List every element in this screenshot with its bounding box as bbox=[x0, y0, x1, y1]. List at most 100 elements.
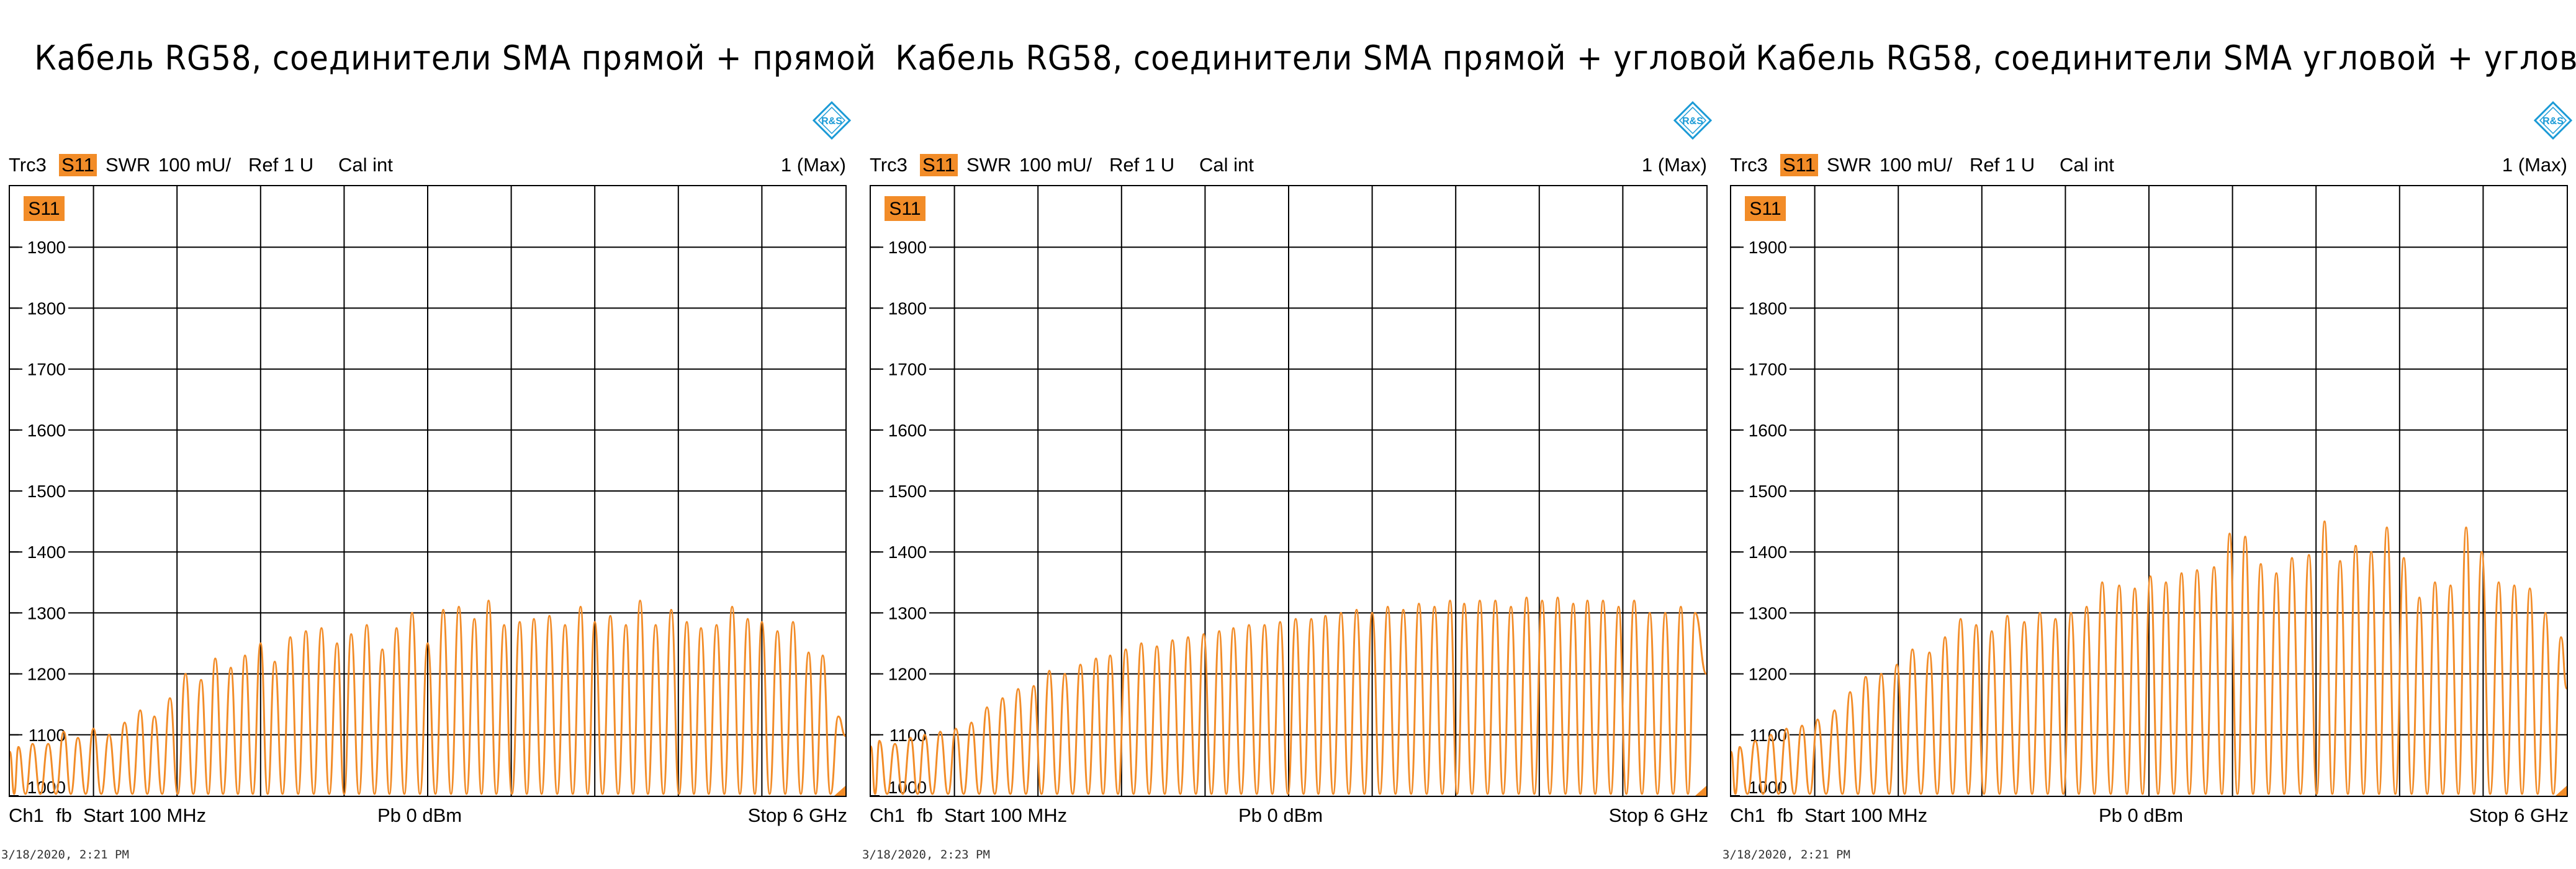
trace-peak-point bbox=[244, 654, 246, 657]
chart-svg: 1000110012001300140015001600170018001900… bbox=[871, 186, 1706, 796]
scale-label: 100 mU/ bbox=[1880, 154, 1953, 176]
trace-peak-point bbox=[792, 621, 795, 623]
trace-peak-point bbox=[2323, 520, 2326, 523]
trace-peak-point bbox=[1649, 611, 1651, 614]
trace-peak-point bbox=[17, 745, 20, 748]
y-tick-label: 1800 bbox=[1749, 299, 1787, 318]
trace-peak-point bbox=[1816, 718, 1819, 721]
ref-label: Ref 1 U bbox=[1970, 154, 2035, 176]
svg-text:R&S: R&S bbox=[821, 116, 842, 127]
trace-peak-point bbox=[1510, 606, 1512, 608]
trace-peak-point bbox=[894, 743, 896, 745]
trace-peak-point bbox=[2403, 557, 2405, 559]
trace-peak-point bbox=[1232, 627, 1235, 629]
trace-header: Trc3 S11 SWR 100 mU/Ref 1 U Cal int 1 (Max) bbox=[1721, 154, 2576, 179]
trace-peak-point bbox=[1156, 645, 1158, 647]
y-tick-label: 1500 bbox=[27, 482, 66, 501]
trace-peak-point bbox=[124, 721, 126, 724]
trace-peak-point bbox=[715, 624, 718, 626]
rohde-schwarz-logo-icon: R&S bbox=[1673, 101, 1712, 140]
trace-peak-point bbox=[624, 624, 627, 626]
trace-peak-point bbox=[381, 648, 384, 651]
trace-peak-point bbox=[700, 627, 702, 629]
scale-label: 100 mU/ bbox=[158, 154, 232, 176]
trace-peak-point bbox=[1865, 676, 1867, 678]
trace-label: Trc3 bbox=[9, 154, 47, 176]
trace-peak-point bbox=[1356, 608, 1358, 611]
y-tick-label: 1300 bbox=[1749, 603, 1787, 623]
trace-peak-point bbox=[1479, 600, 1481, 602]
trace-peak-point bbox=[320, 627, 323, 629]
ref-label: Ref 1 U bbox=[1109, 154, 1175, 176]
trace-peak-point bbox=[1387, 606, 1389, 608]
trace-peak-point bbox=[2101, 581, 2104, 583]
trace-peak-point bbox=[1202, 633, 1205, 636]
y-tick-label: 1600 bbox=[888, 421, 927, 440]
trace-peak-point bbox=[1017, 688, 1019, 690]
trace-peak-point bbox=[1694, 611, 1696, 614]
marker-label: 1 (Max) bbox=[2502, 154, 2567, 176]
chart-panel: Кабель RG58, соединители SMA угловой + у… bbox=[1721, 0, 2576, 869]
svg-text:R&S: R&S bbox=[2542, 116, 2564, 127]
marker-triangle-icon bbox=[834, 786, 845, 796]
trace-peak-point bbox=[2006, 615, 2009, 617]
trace-peak-point bbox=[2308, 554, 2310, 556]
trace-peak-point bbox=[2133, 587, 2136, 590]
trace-peak-point bbox=[837, 715, 840, 718]
plot-area: 1000 1100 1200 1300 1400 1500 1600 1700 1800 1900… bbox=[1730, 185, 2568, 797]
sweep-label: fb bbox=[1777, 804, 1793, 826]
trace-peak-point bbox=[2023, 621, 2025, 623]
trace-peak-point bbox=[139, 709, 142, 712]
y-tick-label: 1600 bbox=[27, 421, 66, 440]
trace-peak-point bbox=[2434, 581, 2436, 583]
rohde-schwarz-logo-icon: R&S bbox=[813, 101, 851, 140]
trace-param-tag: S11 bbox=[1780, 154, 1818, 176]
trace-peak-point bbox=[426, 642, 429, 644]
trace-peak-point bbox=[1433, 606, 1436, 608]
trace-peak-point bbox=[1770, 734, 1772, 736]
chart-panel: Кабель RG58, соединители SMA прямой + пр… bbox=[0, 0, 876, 869]
trace-peak-point bbox=[1896, 664, 1898, 666]
trace-peak-point bbox=[685, 621, 688, 623]
sweep-label: fb bbox=[56, 804, 72, 826]
marker-triangle-icon bbox=[2556, 786, 2567, 796]
trace-peak-point bbox=[457, 606, 460, 608]
trace-peak-point bbox=[1525, 597, 1528, 599]
sweep-label: fb bbox=[917, 804, 933, 826]
trace-peak-point bbox=[1371, 611, 1374, 614]
format-label: SWR bbox=[966, 154, 1012, 176]
y-tick-label: 1000 bbox=[27, 778, 66, 796]
trace-peak-point bbox=[1834, 709, 1836, 712]
trace-peak-point bbox=[2070, 611, 2073, 614]
trace-peak-point bbox=[473, 618, 475, 620]
chart-svg: 1000110012001300140015001600170018001900… bbox=[10, 186, 845, 796]
trace-peak-point bbox=[230, 667, 232, 669]
trace-header: Trc3 S11 SWR 100 mU/Ref 1 U Cal int 1 (Max) bbox=[0, 154, 858, 179]
trace-peak-point bbox=[1032, 685, 1035, 687]
power-label: Pb 0 dBm bbox=[377, 804, 462, 826]
trace-peak-point bbox=[2370, 551, 2372, 553]
trace-peak-point bbox=[411, 611, 413, 614]
trace-peak-point bbox=[1248, 624, 1250, 626]
trace-peak-point bbox=[2385, 526, 2388, 529]
format-label: SWR bbox=[106, 154, 151, 176]
power-label: Pb 0 dBm bbox=[1238, 804, 1323, 826]
svg-text:R&S: R&S bbox=[1682, 116, 1703, 127]
trace-peak-point bbox=[1556, 597, 1559, 599]
trace-peak-point bbox=[1911, 648, 1914, 651]
y-tick-label: 1200 bbox=[888, 665, 927, 684]
trace-header: Trc3 S11 SWR 100 mU/Ref 1 U Cal int 1 (Max) bbox=[861, 154, 1719, 179]
trace-peak-point bbox=[2149, 575, 2151, 577]
trace-peak-point bbox=[1279, 621, 1281, 623]
trace-peak-point bbox=[1960, 618, 1962, 620]
trace-peak-point bbox=[970, 721, 973, 724]
trace-badge: S11 bbox=[889, 199, 921, 219]
trace-peak-point bbox=[2480, 551, 2483, 553]
trace-peak-point bbox=[2228, 533, 2231, 535]
trace-peak-point bbox=[289, 636, 292, 639]
y-tick-label: 1800 bbox=[888, 299, 927, 318]
trace-peak-point bbox=[670, 608, 672, 611]
timestamp: 3/18/2020, 2:23 PM bbox=[862, 848, 990, 862]
plot-area: 1000 1100 1200 1300 1400 1500 1600 1700 1800 1900… bbox=[9, 185, 847, 797]
ref-label: Ref 1 U bbox=[248, 154, 314, 176]
